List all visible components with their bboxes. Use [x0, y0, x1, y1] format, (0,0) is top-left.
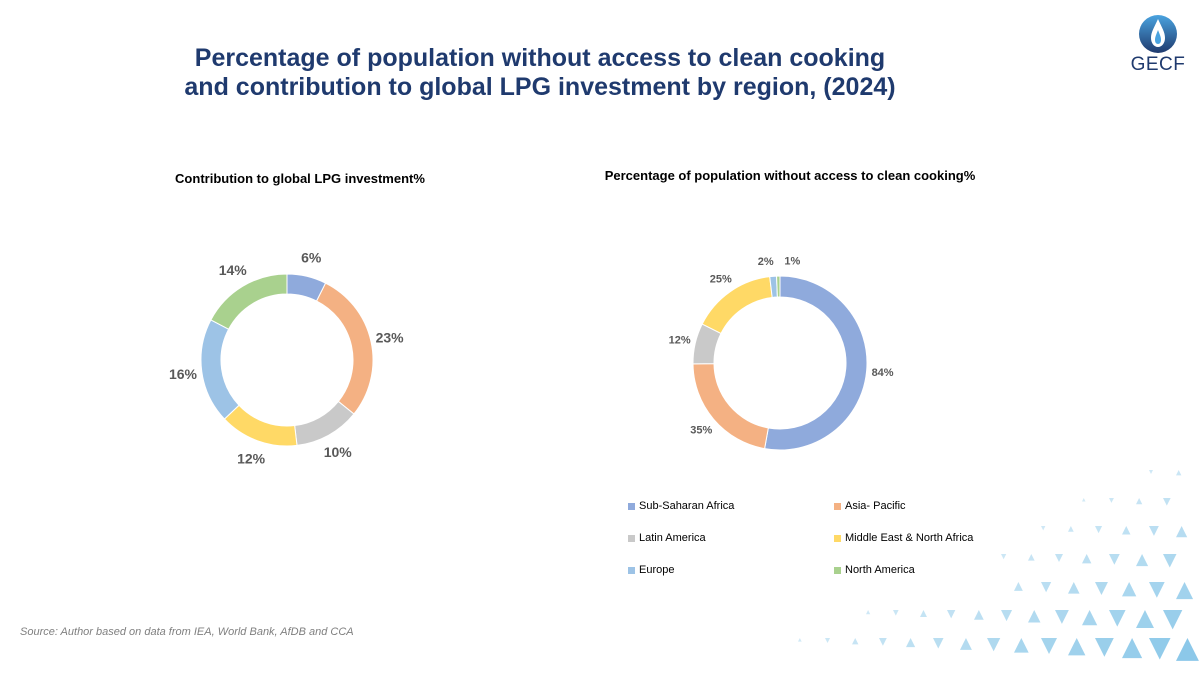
slice-north-america [210, 273, 288, 330]
left-chart-title: Contribution to global LPG investment% [175, 171, 425, 186]
decoration-triangle [866, 610, 871, 615]
decoration-triangle [1163, 610, 1183, 630]
data-label: 10% [324, 444, 353, 460]
legend-item: North America [834, 564, 915, 576]
decoration-triangle [1176, 638, 1199, 661]
legend-label: Latin America [639, 532, 706, 544]
decoration-triangle [1095, 526, 1103, 534]
data-label: 6% [301, 250, 322, 266]
legend-label: Middle East & North Africa [845, 532, 974, 544]
decoration-triangle [960, 638, 972, 650]
legend-label: Sub-Saharan Africa [639, 500, 735, 512]
legend-label: Asia- Pacific [845, 500, 906, 512]
right-chart-title: Percentage of population without access … [604, 168, 976, 183]
decoration-triangle [1095, 638, 1114, 657]
decoration-triangle [1082, 498, 1086, 502]
decoration-triangle [1028, 554, 1035, 561]
decoration-triangle [893, 610, 899, 616]
legend-swatch [834, 534, 841, 542]
decoration-triangle [1109, 610, 1126, 627]
decoration-triangle [1068, 582, 1080, 594]
decoration-triangle [1176, 470, 1182, 476]
legend-item: Middle East & North Africa [834, 532, 973, 544]
decoration-triangle [1001, 610, 1013, 622]
decoration-triangle [1014, 638, 1029, 653]
data-label: 16% [169, 366, 198, 382]
decoration-triangle [1149, 470, 1154, 475]
decoration-triangle [1163, 498, 1171, 506]
decoration-triangle [1109, 554, 1120, 565]
decoration-triangle [1176, 526, 1188, 538]
data-label: 12% [237, 451, 266, 467]
decoration-triangle [1041, 638, 1058, 655]
legend-swatch [628, 502, 635, 510]
decoration-triangle [1068, 526, 1074, 532]
gecf-logo: GECF [1128, 10, 1188, 76]
decoration-triangle [1028, 610, 1041, 623]
decoration-triangle [1055, 554, 1063, 562]
legend-swatch [834, 566, 841, 574]
legend-swatch [628, 566, 635, 574]
slice-north-america [776, 275, 781, 298]
legend-item: Latin America [628, 532, 706, 544]
slide-title: Percentage of population without access … [140, 44, 940, 102]
legend-item: Europe [628, 564, 674, 576]
decoration-triangle [1122, 638, 1143, 659]
decoration-triangle [1136, 498, 1143, 505]
decoration-triangle [1082, 554, 1092, 564]
gecf-flame-icon [1139, 15, 1177, 53]
data-label: 12% [669, 335, 691, 347]
decoration-triangle [852, 638, 859, 645]
decoration-triangle [1136, 554, 1149, 567]
slide-title-line-2: and contribution to global LPG investmen… [184, 73, 896, 101]
triangle-pattern-decoration [798, 470, 1199, 661]
decoration-triangle [1095, 582, 1108, 595]
logo-text: GECF [1130, 54, 1186, 75]
decoration-triangle [920, 610, 927, 617]
data-label: 14% [219, 262, 248, 278]
decoration-triangle [1014, 582, 1023, 591]
decoration-triangle [906, 638, 916, 648]
decoration-triangle [825, 638, 831, 644]
legend-item: Asia- Pacific [834, 500, 906, 512]
decoration-triangle [1149, 638, 1171, 660]
legend-swatch [834, 502, 841, 510]
decoration-triangle [1041, 526, 1046, 531]
decoration-triangle [1149, 582, 1165, 598]
decoration-triangle [974, 610, 984, 620]
data-label: 35% [690, 424, 712, 436]
decoration-triangle [987, 638, 1001, 652]
decoration-triangle [947, 610, 956, 619]
decoration-triangle [1136, 610, 1154, 628]
slide-title-line-1: Percentage of population without access … [194, 44, 886, 72]
data-label: 25% [710, 274, 732, 286]
source-note: Source: Author based on data from IEA, W… [20, 626, 354, 638]
decoration-triangle [1068, 638, 1086, 656]
decoration-triangle [933, 638, 944, 649]
legend-swatch [628, 534, 635, 542]
slice-sub-saharan-africa [764, 275, 868, 451]
decoration-triangle [1109, 498, 1114, 503]
legend-item: Sub-Saharan Africa [628, 500, 734, 512]
decoration-triangle [879, 638, 887, 646]
decoration-triangle [1163, 554, 1177, 568]
decoration-triangle [1001, 554, 1007, 560]
decoration-triangle [1176, 582, 1194, 600]
decoration-triangle [1149, 526, 1159, 536]
data-label: 2% [758, 256, 774, 268]
decoration-triangle [1122, 526, 1131, 535]
legend-label: North America [845, 564, 915, 576]
decoration-triangle [798, 638, 802, 642]
data-label: 23% [376, 330, 405, 346]
chart-legend: Sub-Saharan Africa Asia- Pacific Latin Ame… [628, 500, 1008, 590]
decoration-triangle [1082, 610, 1098, 626]
data-label: 84% [872, 367, 894, 379]
decoration-triangle [1055, 610, 1069, 624]
legend-label: Europe [639, 564, 675, 576]
data-label: 1% [784, 256, 800, 268]
decoration-triangle [1122, 582, 1137, 597]
decoration-triangle [1041, 582, 1052, 593]
